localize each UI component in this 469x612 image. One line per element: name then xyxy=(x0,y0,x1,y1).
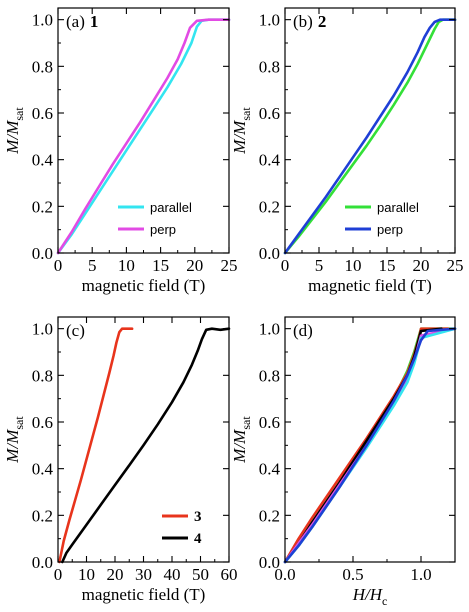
x-axis-label: magnetic field (T) xyxy=(308,276,432,295)
x-tick-label: 0.5 xyxy=(342,565,363,584)
x-axis-label: magnetic field (T) xyxy=(82,276,206,295)
plot-frame xyxy=(284,316,456,563)
x-tick-label: 25 xyxy=(221,256,238,275)
y-axis-label: M/Msat xyxy=(230,107,253,155)
panel-3: 0.0 0.5 1.0 0.0 0.2 0.4 0.6 0.8 1.0 H/Hc M/Msat (d) xyxy=(230,316,457,608)
y-tick-label: 0.2 xyxy=(32,197,53,216)
y-tick-label: 0.0 xyxy=(32,244,53,263)
y-tick-label: 0.0 xyxy=(259,244,280,263)
x-tick-label: 40 xyxy=(164,565,181,584)
y-tick-label: 0.6 xyxy=(32,104,53,123)
series-line-0-0 xyxy=(56,18,231,255)
y-tick-label: 1.0 xyxy=(32,320,53,339)
series-line-3-5 xyxy=(283,327,457,564)
y-axis-label: M/Msat xyxy=(3,416,26,464)
series-line-2-1 xyxy=(61,327,231,564)
x-tick-label: 1.0 xyxy=(410,565,431,584)
x-tick-label: 10 xyxy=(78,565,95,584)
series-line-0-1 xyxy=(56,18,231,255)
y-tick-label: 1.0 xyxy=(259,11,280,30)
panel-label: (a) 1 xyxy=(66,12,98,31)
y-tick-label: 0.8 xyxy=(32,366,53,385)
y-axis-label: M/Msat xyxy=(3,107,26,155)
y-tick-label: 0.4 xyxy=(259,151,281,170)
x-tick-label: 50 xyxy=(192,565,209,584)
x-tick-label: 0 xyxy=(281,256,290,275)
y-tick-label: 0.8 xyxy=(32,57,53,76)
y-tick-label: 0.2 xyxy=(259,506,280,525)
panel-label: (d) xyxy=(293,321,313,340)
legend-label: parallel xyxy=(150,200,192,215)
x-axis-label: magnetic field (T) xyxy=(82,585,206,604)
y-tick-label: 0.8 xyxy=(259,366,280,385)
x-tick-label: 0 xyxy=(54,256,63,275)
y-tick-label: 0.4 xyxy=(32,460,54,479)
x-tick-label: 30 xyxy=(135,565,152,584)
x-tick-label: 20 xyxy=(413,256,430,275)
y-tick-label: 0.6 xyxy=(32,413,53,432)
y-tick-label: 0.0 xyxy=(32,553,53,572)
x-tick-label: 10 xyxy=(345,256,362,275)
series-line-1-0 xyxy=(283,18,457,255)
legend-label: perp xyxy=(377,222,403,237)
x-tick-label: 10 xyxy=(118,256,135,275)
series-line-3-3 xyxy=(283,327,457,564)
legend-label: parallel xyxy=(377,200,419,215)
panel-label: (c) xyxy=(66,321,85,340)
x-tick-label: 20 xyxy=(107,565,124,584)
y-tick-label: 0.6 xyxy=(259,413,280,432)
panel-label: (b) 2 xyxy=(293,12,326,31)
series-line-2-0 xyxy=(58,327,134,564)
y-tick-label: 0.0 xyxy=(259,553,280,572)
panel-2: 0 10 20 30 40 50 60 0.0 0.2 0.4 0.6 0.8 1.0 magnetic … xyxy=(3,316,238,604)
x-tick-label: 60 xyxy=(221,565,238,584)
series-line-1-1 xyxy=(283,18,457,255)
y-tick-label: 1.0 xyxy=(259,320,280,339)
y-tick-label: 0.4 xyxy=(259,460,281,479)
y-tick-label: 0.8 xyxy=(259,57,280,76)
panel-1: 0 5 10 15 20 25 0.0 0.2 0.4 0.6 0.8 1.0 magnetic fie… xyxy=(230,7,464,295)
y-tick-label: 0.2 xyxy=(32,506,53,525)
y-tick-label: 0.2 xyxy=(259,197,280,216)
x-tick-label: 0.0 xyxy=(274,565,295,584)
plot-frame xyxy=(57,316,230,563)
y-tick-label: 0.6 xyxy=(259,104,280,123)
x-tick-label: 20 xyxy=(186,256,203,275)
series-line-3-2 xyxy=(283,327,443,564)
x-tick-label: 25 xyxy=(447,256,464,275)
x-tick-label: 15 xyxy=(379,256,396,275)
x-tick-label: 5 xyxy=(315,256,324,275)
y-tick-label: 0.4 xyxy=(32,151,54,170)
x-axis-label: H/Hc xyxy=(352,585,388,608)
x-tick-label: 15 xyxy=(152,256,169,275)
legend-label: 4 xyxy=(194,531,202,547)
panel-0: 0 5 10 15 20 25 0.0 0.2 0.4 0.6 0.8 1.0 magnetic fie… xyxy=(3,7,238,295)
x-tick-label: 5 xyxy=(88,256,97,275)
legend-label: perp xyxy=(150,222,176,237)
y-axis-label: M/Msat xyxy=(230,416,253,464)
legend-label: 3 xyxy=(194,509,202,525)
y-tick-label: 1.0 xyxy=(32,11,53,30)
x-tick-label: 0 xyxy=(54,565,63,584)
